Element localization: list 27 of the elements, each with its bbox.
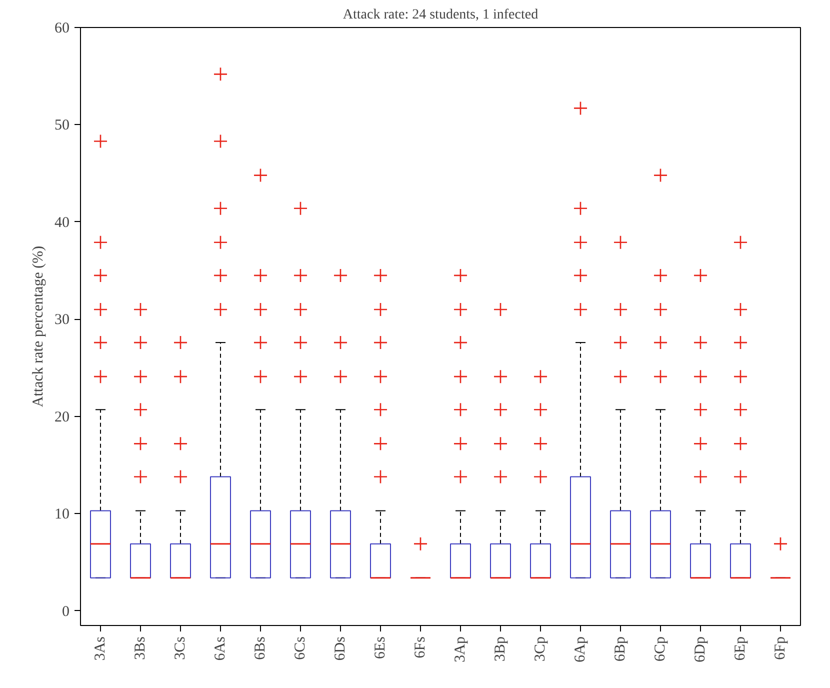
x-tick-label: 6Cp [652,636,668,662]
y-tick-label: 40 [54,214,70,231]
x-tick-label: 6Fs [412,636,428,658]
x-tick-label: 6Cs [292,636,308,660]
chart-title: Attack rate: 24 students, 1 infected [342,8,538,22]
y-tick-label: 50 [54,118,70,134]
x-tick-label: 3Bp [492,636,508,662]
y-tick-label: 60 [54,20,70,36]
x-tick-label: 6Ep [732,636,748,661]
y-tick-label: 20 [54,409,70,426]
x-tick-label: 3Cs [172,636,188,660]
x-tick-label: 3Cp [532,636,548,662]
y-tick-label: 30 [54,312,70,328]
x-tick-label: 3Ap [452,636,468,662]
x-tick-label: 6Fp [772,636,788,660]
x-tick-label: 6Bp [612,636,628,662]
x-tick-label: 6Ap [572,636,588,662]
y-tick-label: 10 [54,506,70,523]
x-tick-label: 3As [92,636,108,661]
x-tick-label: 3Bs [132,636,148,660]
x-tick-label: 6Dp [692,636,708,662]
y-tick-label: 0 [62,604,70,620]
x-tick-label: 6Es [372,636,388,659]
x-tick-label: 6Ds [332,636,348,661]
x-tick-label: 6Bs [252,636,268,660]
y-axis-title: Attack rate percentage (%) [30,246,46,408]
x-tick-label: 6As [212,636,228,661]
